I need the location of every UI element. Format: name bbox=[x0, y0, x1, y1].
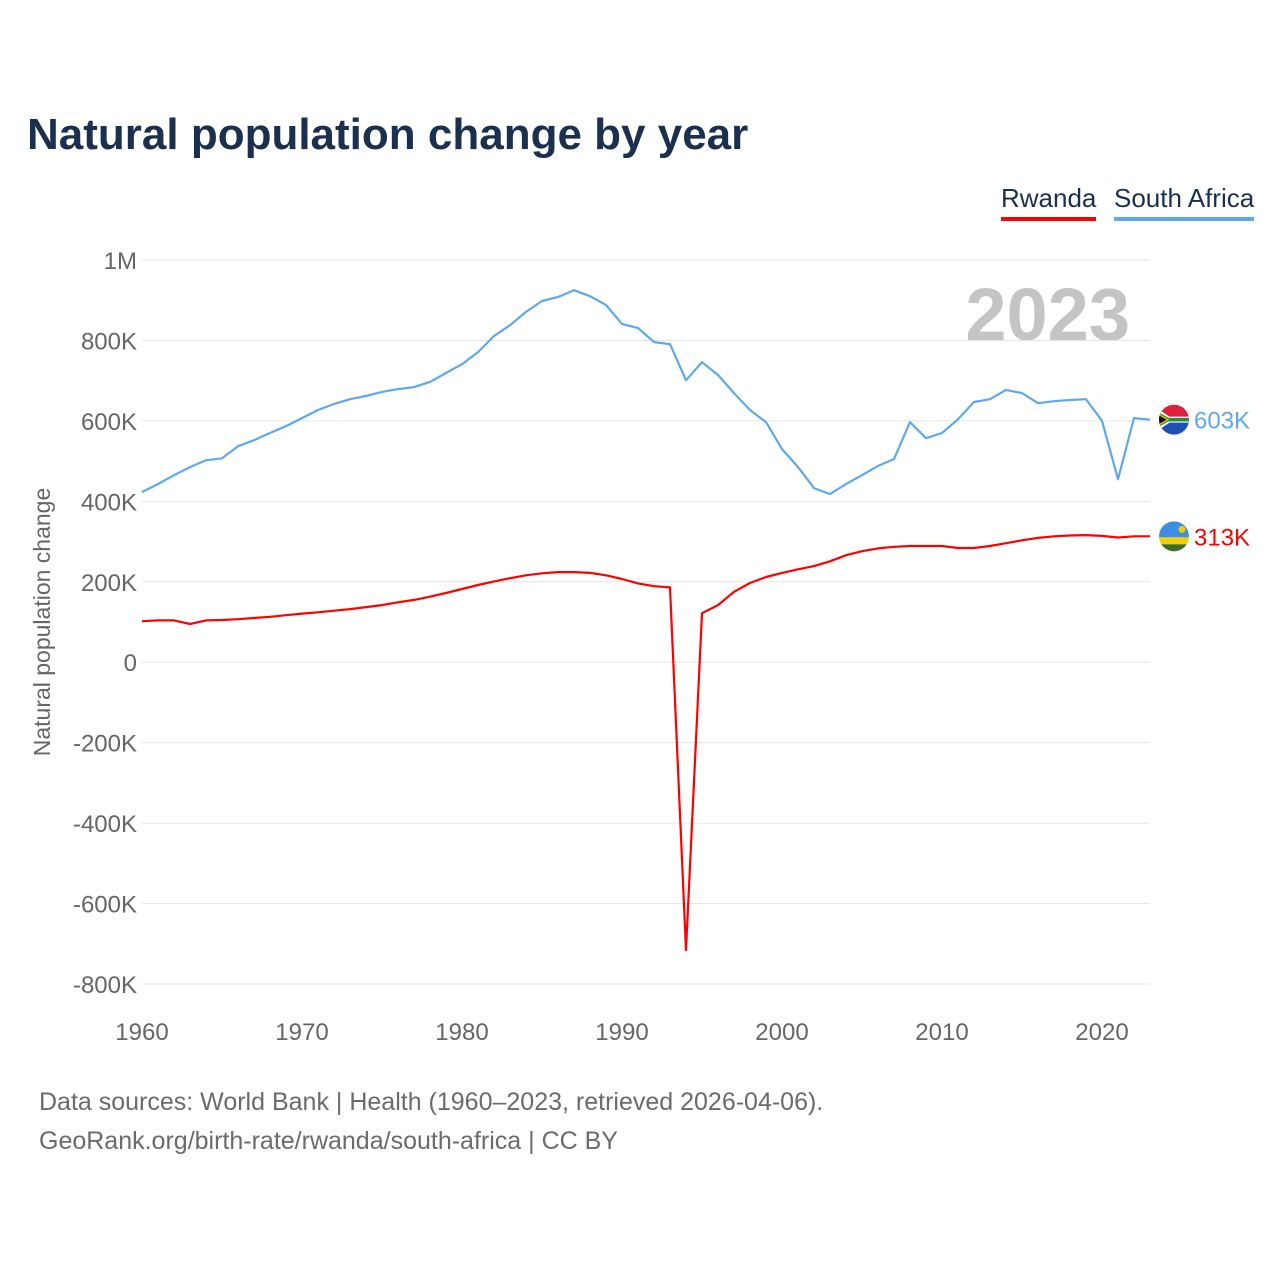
y-tick-label: -200K bbox=[73, 731, 137, 758]
y-tick-label: 600K bbox=[81, 409, 137, 436]
x-tick-label: 2000 bbox=[755, 1019, 808, 1046]
y-tick-label: -600K bbox=[73, 892, 137, 919]
y-axis-label: Natural population change bbox=[29, 488, 55, 757]
rwanda-flag-icon bbox=[1159, 521, 1189, 552]
y-tick-label: 0 bbox=[124, 650, 137, 677]
y-tick-label: 800K bbox=[81, 328, 137, 355]
y-tick-label: 400K bbox=[81, 489, 137, 516]
x-tick-label: 1980 bbox=[435, 1019, 488, 1046]
chart-title: Natural population change by year bbox=[27, 110, 749, 159]
legend-rwanda[interactable]: Rwanda bbox=[1001, 183, 1097, 221]
y-tick-label: -400K bbox=[73, 811, 137, 838]
end-value-label-south-africa: 603K bbox=[1194, 408, 1250, 435]
y-tick-label: -800K bbox=[73, 972, 137, 999]
y-tick-label: 1M bbox=[104, 248, 137, 275]
credit-link[interactable]: GeoRank.org/birth-rate/rwanda/south-afri… bbox=[39, 1127, 618, 1155]
x-tick-label: 1990 bbox=[595, 1019, 648, 1046]
x-tick-label: 1970 bbox=[275, 1019, 328, 1046]
legend-south-africa[interactable]: South Africa bbox=[1114, 183, 1255, 221]
year-watermark: 2023 bbox=[965, 273, 1130, 356]
x-tick-label: 2020 bbox=[1075, 1019, 1128, 1046]
y-tick-label: 200K bbox=[81, 570, 137, 597]
series-line-rwanda bbox=[141, 533, 1150, 952]
series-line-south-africa bbox=[141, 289, 1151, 496]
end-value-label-rwanda: 313K bbox=[1194, 524, 1250, 551]
x-tick-label: 2010 bbox=[915, 1019, 968, 1046]
south-africa-flag-icon bbox=[1159, 404, 1189, 435]
x-tick-label: 1960 bbox=[115, 1019, 168, 1046]
data-sources: Data sources: World Bank | Health (1960–… bbox=[39, 1088, 824, 1116]
